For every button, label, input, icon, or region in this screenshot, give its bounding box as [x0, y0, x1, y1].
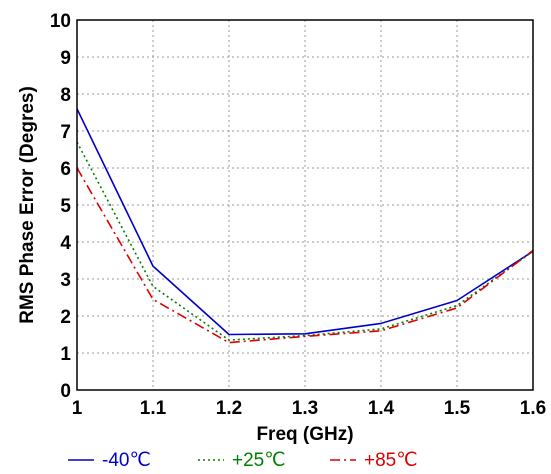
- series-line: [76, 108, 534, 336]
- y-tick-label: 10: [50, 11, 71, 32]
- legend-label: -40℃: [102, 450, 151, 471]
- x-tick-label: 1.1: [140, 398, 167, 419]
- grid: [77, 20, 533, 390]
- x-tick-label: 1.3: [292, 398, 318, 419]
- series-line: [76, 167, 534, 344]
- x-tick-label: 1: [72, 398, 83, 419]
- y-tick-label: 7: [60, 122, 71, 143]
- y-tick-label: 4: [60, 233, 71, 254]
- x-tick-label: 1.5: [444, 398, 471, 419]
- x-axis-title: Freq (GHz): [256, 424, 353, 445]
- plot-frame: [76, 19, 534, 391]
- x-tick-label: 1.6: [520, 398, 546, 419]
- y-tick-label: 0: [60, 381, 71, 402]
- y-tick-label: 2: [60, 307, 71, 328]
- y-tick-label: 3: [60, 270, 71, 291]
- y-tick-label: 8: [60, 85, 71, 106]
- x-tick-label: 1.2: [216, 398, 242, 419]
- y-tick-label: 9: [60, 48, 71, 69]
- y-tick-label: 5: [60, 196, 71, 217]
- series-lines: [76, 108, 534, 344]
- x-tick-label: 1.4: [368, 398, 395, 419]
- y-tick-label: 6: [60, 159, 71, 180]
- y-tick-label: 1: [60, 344, 71, 365]
- legend-label: +25℃: [232, 450, 286, 471]
- legend: -40℃ +25℃ +85℃: [68, 450, 418, 471]
- y-axis-title: RMS Phase Error (Degres): [17, 86, 38, 324]
- legend-label: +85℃: [364, 450, 418, 471]
